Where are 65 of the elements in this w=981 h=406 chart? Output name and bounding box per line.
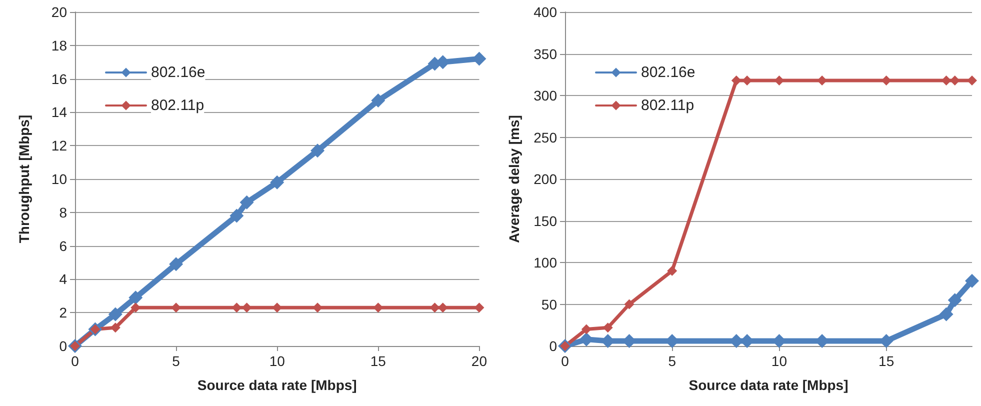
y-tick-label: 12	[51, 138, 68, 154]
x-tick-label: 5	[172, 353, 180, 369]
x-tick-label: 15	[370, 353, 386, 369]
point	[242, 302, 252, 313]
point	[128, 290, 143, 305]
y-tick-label: 18	[51, 37, 68, 54]
y-tick-label: 50	[541, 296, 558, 312]
legend-label: 802.16e	[641, 64, 696, 81]
y-tick-label: 300	[534, 88, 558, 104]
x-tick-label: 15	[878, 353, 894, 369]
point	[169, 257, 184, 272]
x-tick-label: 0	[561, 353, 570, 369]
x-axis-title: Source data rate [Mbps]	[688, 377, 848, 393]
point	[624, 299, 634, 310]
legend-label: 802.16e	[151, 64, 206, 81]
y-tick-label: 4	[59, 271, 68, 288]
point	[774, 75, 784, 86]
y-tick-label: 16	[51, 70, 68, 87]
point	[130, 302, 141, 313]
point	[240, 195, 254, 210]
y-tick-label: 0	[549, 338, 558, 354]
y-tick-label: 6	[59, 238, 68, 254]
x-tick-label: 0	[71, 353, 80, 369]
point	[581, 324, 592, 334]
legend-label: 802.11p	[641, 97, 694, 114]
point	[430, 302, 440, 313]
point	[965, 274, 979, 288]
point	[230, 208, 244, 223]
x-tick-label: 20	[471, 353, 488, 369]
point	[667, 266, 678, 276]
point	[108, 307, 122, 322]
x-tick-label: 10	[771, 353, 788, 369]
point	[310, 144, 325, 158]
y-tick-label: 350	[534, 46, 558, 62]
point	[438, 302, 448, 313]
x-axis-title: Source data rate [Mbps]	[197, 377, 357, 393]
x-tick-label: 10	[269, 353, 286, 369]
point	[948, 293, 962, 308]
point	[939, 307, 954, 322]
legend-label: 802.11p	[151, 97, 204, 114]
y-tick-label: 100	[534, 254, 558, 270]
point	[371, 94, 386, 108]
point	[967, 75, 977, 86]
point	[110, 322, 120, 333]
x-tick-label: 5	[668, 353, 676, 369]
point	[373, 302, 384, 313]
point	[474, 302, 484, 313]
y-tick-label: 8	[59, 204, 68, 220]
y-tick-label: 0	[59, 338, 68, 354]
y-tick-label: 10	[51, 171, 68, 187]
point	[941, 75, 952, 86]
point	[232, 302, 242, 313]
y-tick-label: 14	[51, 104, 68, 120]
y-tick-label: 2	[59, 304, 68, 321]
y-tick-label: 200	[534, 171, 558, 187]
y-tick-label: 20	[51, 4, 68, 20]
point	[602, 322, 613, 333]
y-tick-label: 400	[534, 4, 558, 20]
y-tick-label: 150	[534, 212, 558, 229]
y-axis-title: Throughput [Mbps]	[16, 114, 32, 244]
point	[731, 75, 742, 86]
y-axis-title: Average delay [ms]	[506, 115, 522, 243]
point	[270, 175, 284, 190]
point	[881, 75, 892, 86]
y-tick-label: 250	[534, 129, 558, 146]
